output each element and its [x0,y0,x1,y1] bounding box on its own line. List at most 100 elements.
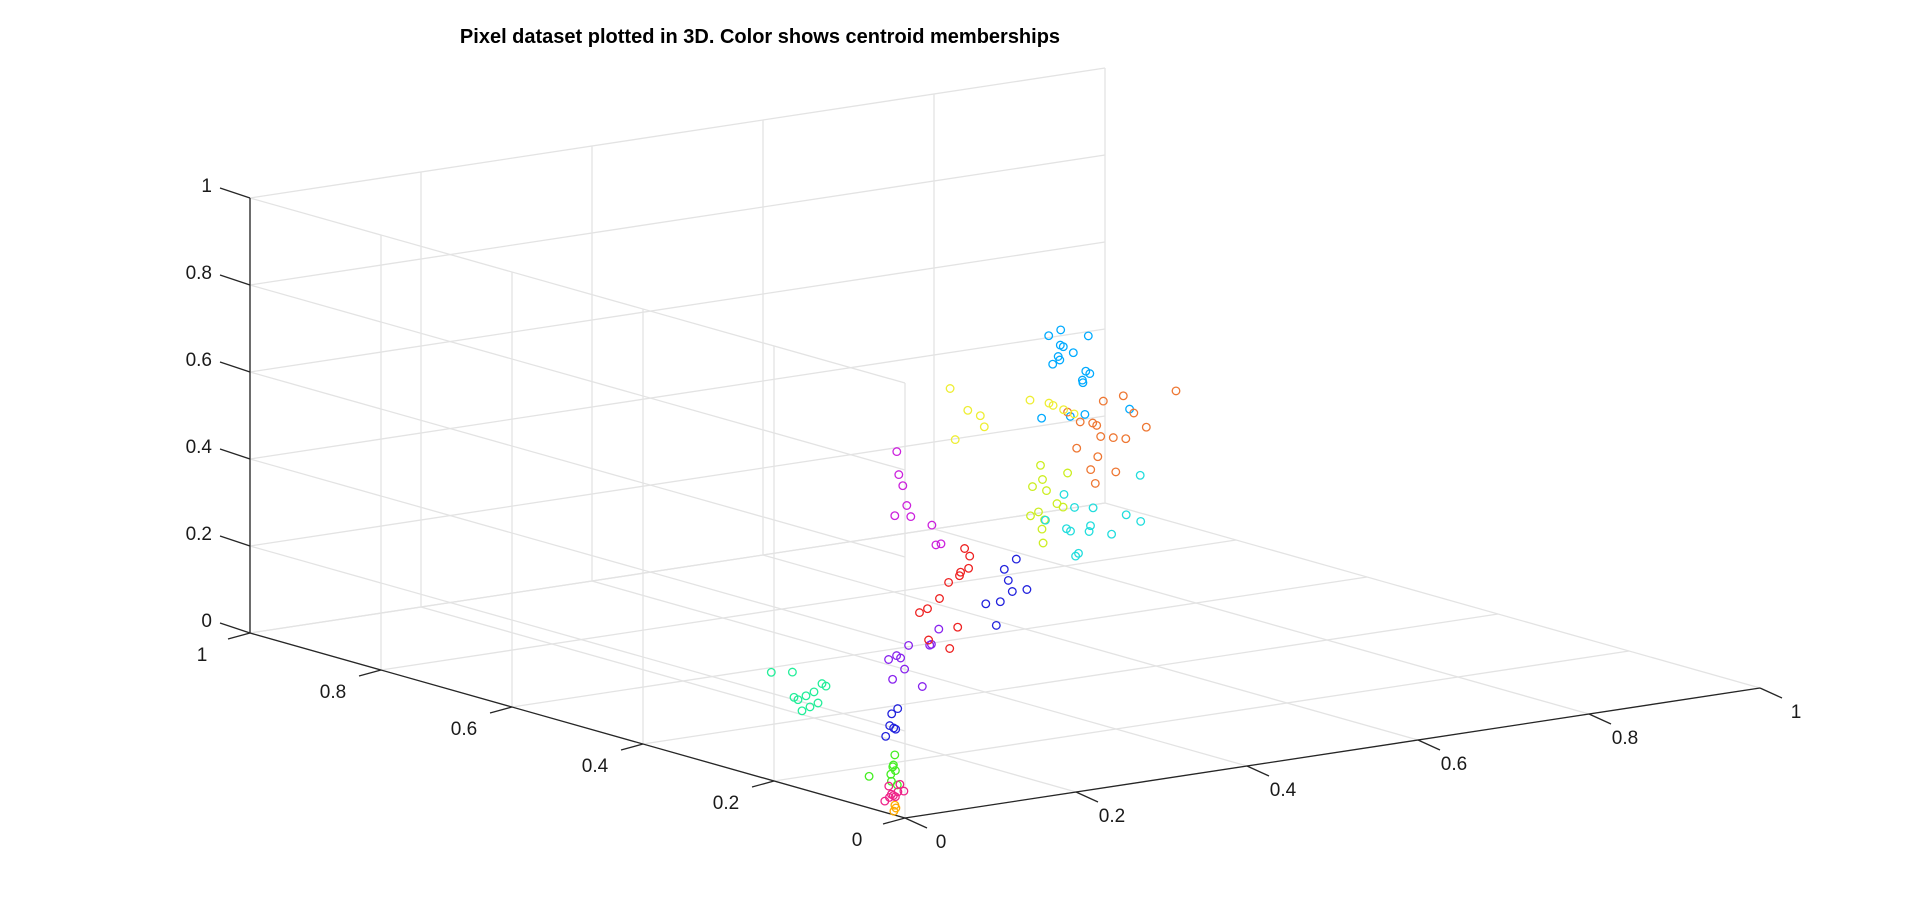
data-point [1074,548,1083,558]
y-tick-mark [882,817,906,825]
data-point [1055,340,1065,350]
data-point [1068,348,1078,358]
grid-line-wall-y1 [249,328,1106,460]
data-point [1136,516,1146,526]
y-tick-label: 0.6 [451,719,477,740]
grid-line-wall-y1 [249,415,1106,547]
grid-line-wall-y1 [249,154,1106,286]
data-point [1058,502,1068,512]
data-point [1034,507,1043,517]
data-point [1098,396,1108,406]
data-point [889,723,899,733]
data-point [891,724,901,734]
x-tick-mark [1075,791,1099,803]
z-tick-mark [219,274,251,286]
data-point [1107,529,1117,539]
x-tick-label: 0.4 [1270,780,1297,801]
data-point [1053,352,1063,361]
data-point [1044,331,1054,341]
tick-labels: 0 0 0 0.2 0.2 0.2 0.4 0.4 0.4 0.6 0.6 0.6 0.8 0.8 0.8 1… [186,176,1802,853]
data-point [965,551,975,561]
z-tick-mark [219,187,251,199]
x-tick-label: 0 [936,832,947,853]
data-point [1066,526,1075,536]
data-point [887,709,897,719]
data-point [1096,432,1106,441]
data-point [934,624,944,634]
data-point [945,644,955,653]
data-point [880,796,890,806]
data-point [902,501,912,510]
chart-title: Pixel dataset plotted in 3D. Color shows… [460,26,1060,48]
data-point [1044,398,1054,408]
z-tick-label: 0.6 [186,350,212,371]
data-point [1086,521,1095,531]
x-tick-mark [904,817,928,829]
grid-line-wall-x0 [249,545,906,732]
data-point [979,422,989,432]
data-point [1028,482,1037,492]
data-point [1129,408,1139,418]
data-point [944,577,954,587]
data-point [1085,369,1095,379]
data-point [881,731,891,741]
data-point [864,771,874,781]
data-point [1141,422,1151,432]
data-point [890,792,900,802]
data-point [904,640,914,650]
data-point [1084,527,1094,536]
data-point [991,620,1001,630]
grid-lines [249,67,1761,819]
grid-line-wall-x0 [249,458,906,645]
data-point [899,786,909,796]
data-point [884,781,894,791]
z-tick-mark [219,361,251,373]
grid-line-wall-y1 [249,241,1106,373]
data-point [1037,413,1047,423]
grid-line-wall-x0 [249,284,906,471]
data-point [884,655,894,664]
grid-line-floor-x [762,554,1419,741]
data-point [1011,554,1021,564]
data-point [892,447,902,457]
data-point [1042,486,1051,496]
data-point [960,544,970,553]
data-point [805,702,815,712]
data-point [1040,515,1050,525]
x-tick-mark [1588,713,1612,725]
grid-line-floor-y [380,539,1237,671]
y-tick-label: 0.4 [582,756,609,777]
data-point [888,762,898,772]
z-tick-label: 0.4 [186,437,213,458]
x-tick-mark [1759,687,1783,699]
data-point [915,608,924,618]
data-point [1083,331,1093,341]
data-point [1037,524,1047,534]
data-point [981,599,991,609]
grid-line-wall-y1 [249,502,1106,634]
data-point [895,779,905,789]
grid-line-wall-x0 [249,371,906,558]
data-point [1022,585,1032,594]
x-tick-label: 0.6 [1441,754,1467,775]
y-tick-mark [489,706,513,714]
z-tick-label: 0.2 [186,524,212,545]
data-point [1059,489,1069,499]
data-point [975,411,985,421]
x-axis-line [904,687,1761,819]
x-tick-label: 0.8 [1612,728,1638,749]
data-point [1038,475,1047,484]
z-tick-label: 1 [201,176,212,197]
x-tick-label: 1 [1791,702,1802,723]
z-tick-mark [219,448,251,460]
data-point [945,384,955,393]
data-point [1080,409,1090,419]
data-point [890,750,900,760]
data-point [1077,375,1087,385]
data-point [927,520,937,530]
data-point [1121,434,1131,444]
y-tick-mark [620,743,644,751]
x-tick-mark [1417,739,1441,751]
data-point [950,435,960,445]
data-point [888,674,898,684]
